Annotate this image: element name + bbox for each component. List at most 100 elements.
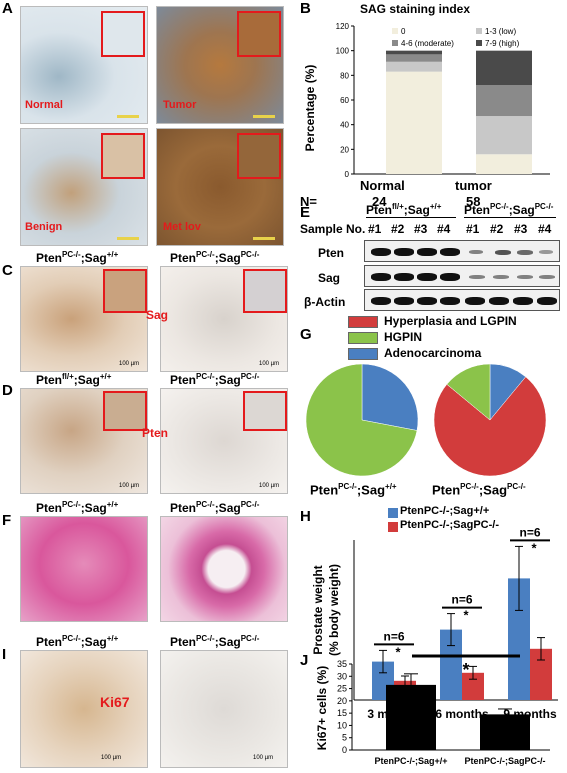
scale-text: 100 µm bbox=[259, 483, 280, 489]
chart-b-bar-segment bbox=[386, 54, 442, 62]
chart-b-tick-label: 120 bbox=[336, 22, 350, 31]
panel-label-h: H bbox=[300, 508, 311, 525]
chart-b-tick-label: 80 bbox=[340, 71, 349, 80]
micrograph-i-right: 100 µm bbox=[160, 650, 288, 768]
chart-j-cat-label: PtenPC-/-;Sag+/+ bbox=[374, 756, 447, 766]
h-legend-swatch-1 bbox=[388, 508, 398, 518]
chart-b-tick-label: 100 bbox=[336, 47, 350, 56]
chart-b-title: SAG staining index bbox=[360, 2, 471, 16]
chart-b-ylabel: Percentage (%) bbox=[303, 65, 317, 152]
inset-box bbox=[103, 269, 147, 313]
scale-text: 100 µm bbox=[101, 755, 122, 761]
stain-label-pten: Pten bbox=[142, 426, 169, 440]
sample-number: #4 bbox=[538, 222, 552, 236]
chart-h-ylabel-1: Prostate weight bbox=[311, 565, 325, 654]
chart-b-tick-label: 40 bbox=[340, 121, 349, 130]
g-legend-hyperplasia: Hyperplasia and LGPIN bbox=[384, 314, 517, 328]
chart-h-ylabel-2: (% body weight) bbox=[327, 564, 341, 656]
sample-number: #3 bbox=[514, 222, 528, 236]
h-legend-swatch-2 bbox=[388, 522, 398, 532]
chart-b-n-normal: 24 bbox=[372, 194, 387, 209]
blot-pten bbox=[364, 240, 560, 262]
chart-h-sig-star: * bbox=[463, 608, 469, 623]
micrograph-normal: Normal bbox=[20, 6, 148, 124]
label-benign: Benign bbox=[25, 221, 63, 233]
scale-bar bbox=[117, 115, 139, 118]
panel-label-a: A bbox=[2, 0, 13, 17]
sample-number: #2 bbox=[490, 222, 504, 236]
chart-h-bar bbox=[462, 672, 484, 700]
sample-number: #1 bbox=[466, 222, 480, 236]
chart-b-cat-normal: Normal bbox=[360, 178, 405, 193]
chart-b-n-tumor: 58 bbox=[466, 194, 481, 209]
inset-box bbox=[243, 269, 287, 313]
chart-b-n-label: N= bbox=[300, 194, 317, 209]
chart-b-legend-label: 1-3 (low) bbox=[485, 27, 516, 36]
chart-j-bar bbox=[480, 714, 530, 750]
pie-slice bbox=[361, 363, 419, 431]
sample-number: #2 bbox=[391, 222, 405, 236]
chart-b-legend-label: 0 bbox=[401, 27, 406, 36]
blot-row-label-pten: Pten bbox=[318, 246, 345, 260]
pie-slice bbox=[433, 376, 547, 477]
chart-j-tick-label: 30 bbox=[337, 671, 347, 681]
label-tumor: Tumor bbox=[163, 99, 197, 111]
chart-j-tick-label: 35 bbox=[337, 659, 347, 669]
blot-header-left: Ptenfl/+;Sag+/+ bbox=[366, 202, 442, 217]
blot-actin bbox=[364, 289, 560, 311]
chart-j-sig-star: * bbox=[462, 660, 469, 680]
stain-label-sag: Sag bbox=[146, 308, 169, 322]
chart-b-bar-segment bbox=[476, 154, 532, 174]
chart-b-legend-swatch bbox=[392, 40, 398, 46]
chart-b-legend-label: 4-6 (moderate) bbox=[401, 39, 454, 48]
chart-j-ylabel: Ki67+ cells (%) bbox=[315, 666, 329, 750]
chart-j-tick-label: 15 bbox=[337, 708, 347, 718]
chart-b-bar-segment bbox=[386, 50, 442, 55]
g-legend-swatch-hgpin bbox=[348, 332, 378, 344]
micrograph-benign: Benign bbox=[20, 128, 148, 246]
scale-text: 100 µm bbox=[259, 361, 280, 367]
chart-h-n-label: n=6 bbox=[383, 629, 404, 643]
chart-j: Ki67+ cells (%) 0 5 10 15 20 25 30 35 PtenPC-/-;… bbox=[315, 654, 550, 766]
chart-j-bar bbox=[386, 684, 436, 750]
panel-label-d: D bbox=[2, 382, 13, 399]
chart-j-tick-label: 0 bbox=[342, 745, 347, 755]
blot-sag bbox=[364, 265, 560, 287]
inset-box bbox=[101, 11, 145, 57]
label-normal: Normal bbox=[25, 99, 63, 111]
chart-h-n-label: n=6 bbox=[451, 593, 472, 607]
chart-b-tick-label: 60 bbox=[340, 96, 349, 105]
micrograph-f-left bbox=[20, 516, 148, 622]
pie-left-title: PtenPC-/-;Sag+/+ bbox=[310, 482, 397, 498]
panel-f-right-title: PtenPC-/-;SagPC-/- bbox=[170, 500, 260, 515]
label-met: Met lov bbox=[163, 221, 201, 233]
g-legend-hgpin: HGPIN bbox=[384, 330, 423, 344]
chart-b-bar-segment bbox=[386, 71, 442, 174]
sample-number: #3 bbox=[414, 222, 428, 236]
blot-row-label-actin: β-Actin bbox=[304, 295, 346, 309]
chart-b-cat-tumor: tumor bbox=[455, 178, 492, 193]
panel-label-g: G bbox=[300, 326, 312, 343]
chart-j-tick-label: 25 bbox=[337, 684, 347, 694]
panel-d-left-title: Ptenfl/+;Sag+/+ bbox=[36, 372, 112, 387]
scale-text: 100 µm bbox=[253, 755, 274, 761]
micrograph-met: Met lov bbox=[156, 128, 284, 246]
micrograph-i-left: 100 µm bbox=[20, 650, 148, 768]
sample-number: #4 bbox=[437, 222, 451, 236]
chart-b: Percentage (%) 0 20 40 60 80 100 120 0 1-3 (low… bbox=[303, 22, 550, 179]
g-legend-swatch-hyperplasia bbox=[348, 316, 378, 328]
chart-b-bar-segment bbox=[476, 50, 532, 86]
chart-b-legend-swatch bbox=[392, 28, 398, 34]
micrograph-f-right bbox=[160, 516, 288, 622]
chart-h-bar bbox=[508, 578, 530, 700]
chart-h-sig-star: * bbox=[395, 644, 401, 659]
chart-b-bar-segment bbox=[386, 61, 442, 72]
inset-box bbox=[237, 11, 281, 57]
panel-d-right-title: PtenPC-/-;SagPC-/- bbox=[170, 372, 260, 387]
pie-slice bbox=[446, 363, 491, 421]
inset-box bbox=[103, 391, 147, 431]
chart-b-legend-swatch bbox=[476, 28, 482, 34]
chart-h-n-label: n=6 bbox=[519, 525, 540, 539]
blot-header-line-right bbox=[464, 217, 556, 218]
panel-label-j: J bbox=[300, 652, 309, 669]
